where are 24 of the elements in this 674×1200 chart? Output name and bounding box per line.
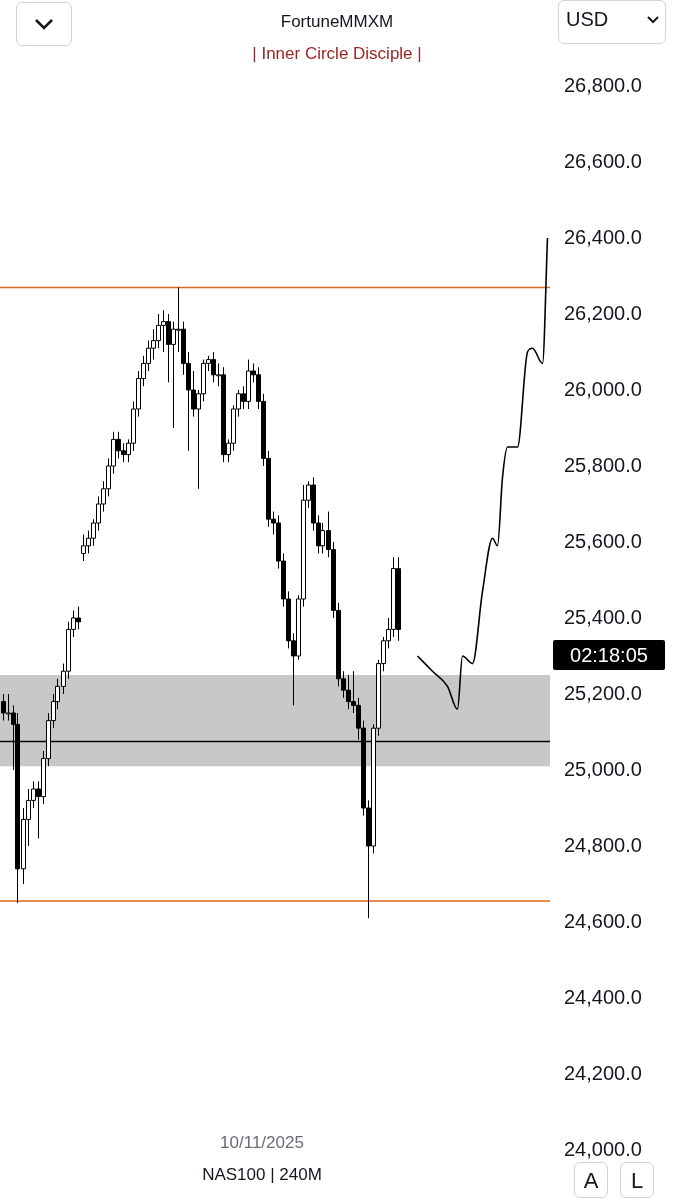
y-tick-label: 26,600.0 xyxy=(564,149,642,172)
y-tick-label: 24,400.0 xyxy=(564,985,642,1008)
y-tick-label: 26,200.0 xyxy=(564,301,642,324)
y-tick-label: 24,800.0 xyxy=(564,833,642,856)
y-tick-label: 24,200.0 xyxy=(564,1061,642,1084)
text: USD xyxy=(565,7,610,32)
y-tick-label: 24,600.0 xyxy=(564,909,642,932)
chart-title: FortuneMMXM xyxy=(279,12,395,32)
y-tick-label: 26,400.0 xyxy=(564,225,642,248)
text: A xyxy=(574,1162,608,1198)
text: L xyxy=(620,1162,654,1198)
y-tick-label: 25,200.0 xyxy=(564,681,642,704)
y-tick-label: 26,000.0 xyxy=(564,377,642,400)
y-tick-label: 25,800.0 xyxy=(564,453,642,476)
y-tick-label: 26,800.0 xyxy=(564,73,642,96)
chart-subtitle: | Inner Circle Disciple | xyxy=(251,44,423,64)
line-series xyxy=(416,237,549,710)
y-tick-label: 25,400.0 xyxy=(564,605,642,628)
text: 02:18:05 xyxy=(553,640,665,670)
y-tick-label: 24,000.0 xyxy=(564,1137,642,1160)
annotation: 10/11/2025 xyxy=(219,1133,305,1153)
y-tick-label: 25,000.0 xyxy=(564,757,642,780)
y-tick-label: 25,600.0 xyxy=(564,529,642,552)
text: NAS100 | 240M xyxy=(201,1165,323,1185)
